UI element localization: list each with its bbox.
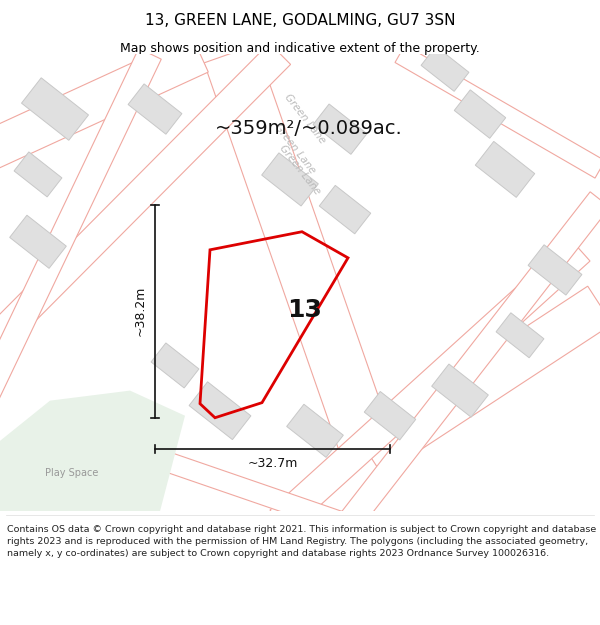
Polygon shape (14, 152, 62, 197)
Text: Map shows position and indicative extent of the property.: Map shows position and indicative extent… (120, 42, 480, 55)
Polygon shape (319, 186, 371, 234)
Text: Play Space: Play Space (46, 468, 98, 478)
Polygon shape (204, 44, 396, 465)
Polygon shape (364, 391, 416, 440)
Polygon shape (0, 48, 161, 436)
Polygon shape (395, 45, 600, 178)
Polygon shape (151, 343, 199, 388)
Polygon shape (0, 36, 208, 178)
Polygon shape (287, 404, 343, 458)
Polygon shape (0, 391, 185, 511)
Polygon shape (431, 364, 488, 417)
Polygon shape (10, 215, 67, 268)
Polygon shape (128, 84, 182, 134)
Text: Contains OS data © Crown copyright and database right 2021. This information is : Contains OS data © Crown copyright and d… (7, 525, 596, 558)
Text: Green Lane: Green Lane (272, 122, 317, 176)
Text: ~359m²/~0.089ac.: ~359m²/~0.089ac. (215, 119, 403, 138)
Polygon shape (340, 192, 600, 529)
Polygon shape (528, 245, 582, 295)
Polygon shape (0, 43, 290, 366)
Text: ~38.2m: ~38.2m (134, 286, 147, 336)
Polygon shape (421, 46, 469, 91)
Polygon shape (22, 78, 88, 140)
Polygon shape (262, 153, 319, 206)
Polygon shape (270, 239, 590, 532)
Polygon shape (313, 104, 367, 154)
Text: Green Lane: Green Lane (283, 92, 328, 146)
Text: 13: 13 (287, 298, 322, 322)
Polygon shape (189, 382, 251, 439)
Polygon shape (496, 312, 544, 358)
Polygon shape (147, 446, 343, 531)
Polygon shape (475, 141, 535, 198)
Text: 13, GREEN LANE, GODALMING, GU7 3SN: 13, GREEN LANE, GODALMING, GU7 3SN (145, 13, 455, 28)
Text: ~32.7m: ~32.7m (247, 457, 298, 470)
Polygon shape (454, 90, 506, 138)
Polygon shape (358, 286, 600, 475)
Text: Green Lane: Green Lane (278, 142, 322, 196)
